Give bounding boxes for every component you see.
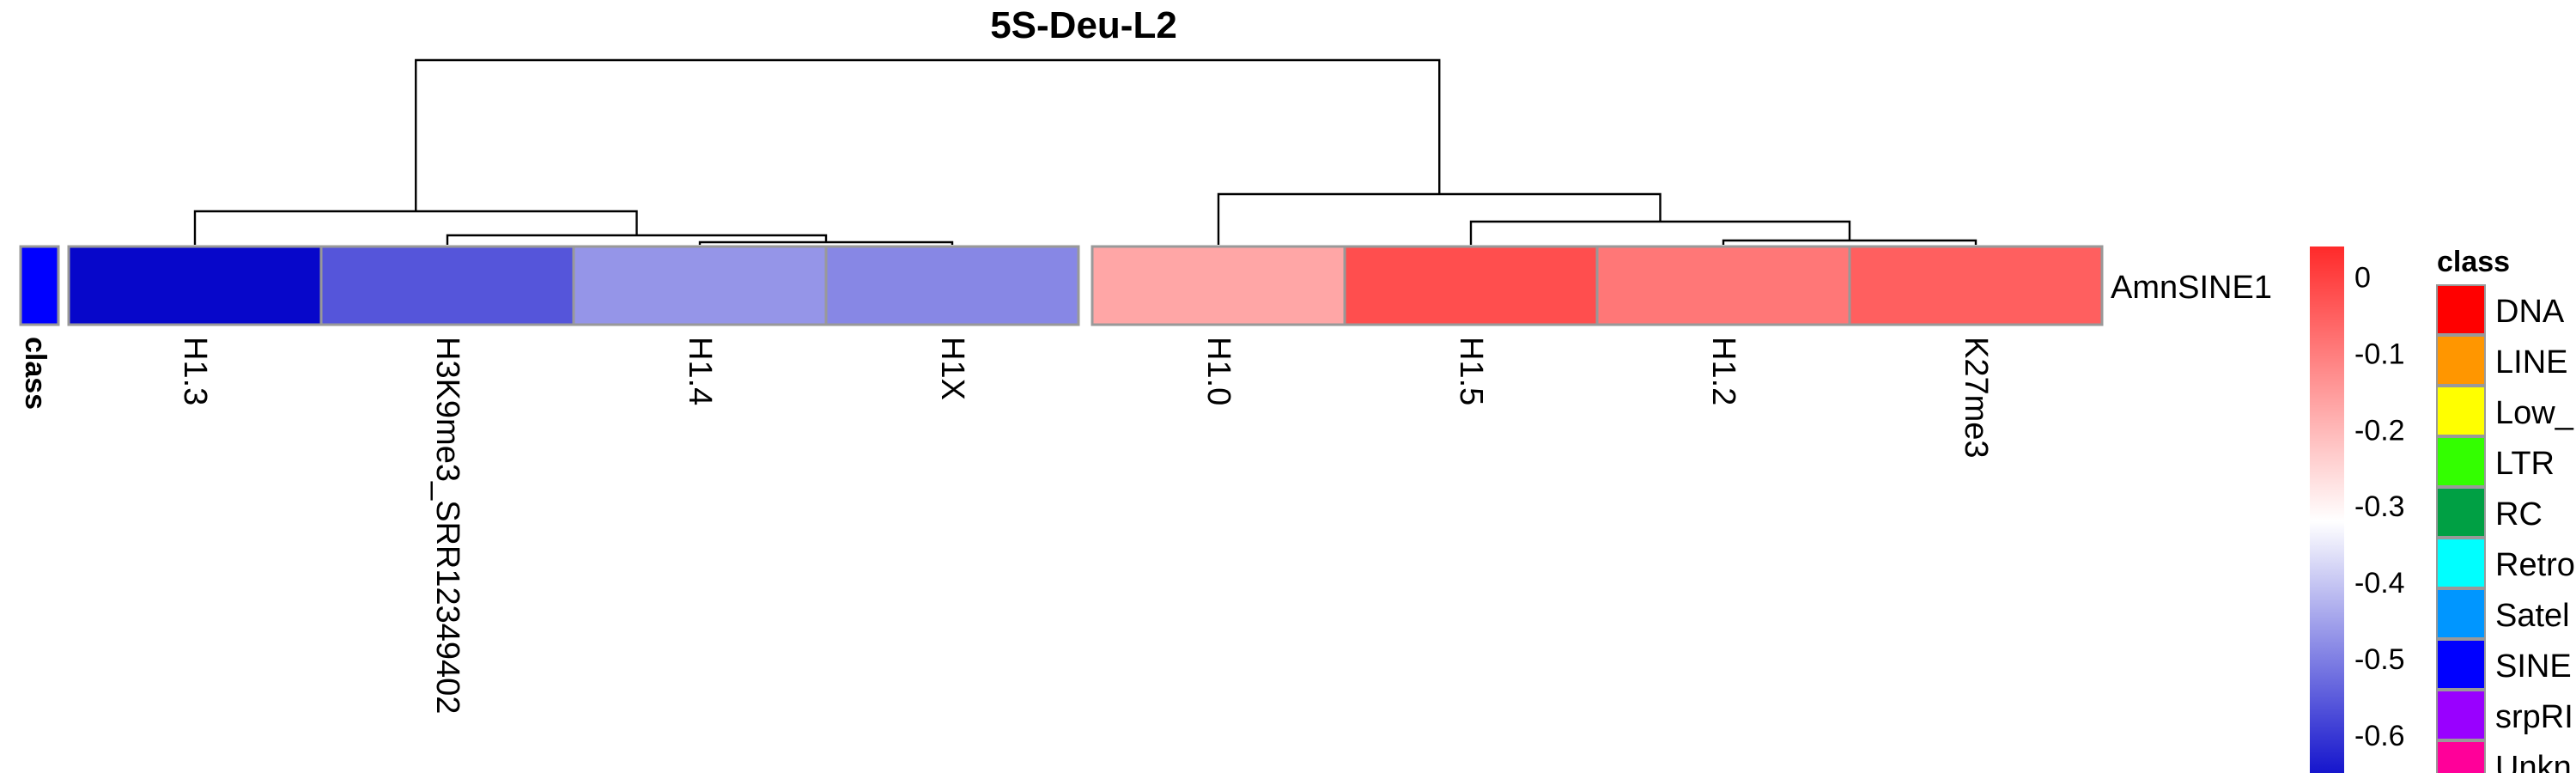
legend-label: LINE	[2495, 344, 2567, 380]
class-legend: class DNA LINE Low_ LTR RC Retro Satel SINE srpRI…	[2436, 246, 2575, 773]
annotation-cell	[19, 245, 60, 326]
column-label: H1.4	[682, 337, 718, 405]
legend-swatch	[2436, 538, 2486, 588]
dendrogram-branch	[193, 210, 638, 245]
heatmap-cell	[319, 245, 575, 326]
colorbar-tick-label: -0.4	[2354, 567, 2405, 600]
legend-swatch	[2436, 436, 2486, 487]
legend-label: Satel	[2495, 598, 2570, 634]
legend-label: Unkn	[2495, 750, 2572, 773]
legend-swatch	[2436, 690, 2486, 740]
class-annotation: class	[19, 245, 60, 410]
legend-swatch	[2436, 639, 2486, 690]
colorbar-tick-label: -0.5	[2354, 643, 2405, 676]
column-label: H1.0	[1200, 337, 1236, 405]
legend-swatch	[2436, 740, 2486, 773]
heatmap-cell	[824, 245, 1080, 326]
column-label: H1.3	[177, 337, 213, 405]
legend-swatch	[2436, 487, 2486, 538]
legend-title: class	[2437, 246, 2510, 278]
colorbar-tick-label: -0.2	[2354, 414, 2405, 447]
dendrogram-branch	[1217, 192, 1662, 245]
dendrogram-branch	[446, 234, 828, 245]
column-label: H1.5	[1453, 337, 1489, 405]
legend-swatch	[2436, 284, 2486, 335]
heatmap-cell	[1091, 245, 1346, 326]
dendrogram-branch	[415, 58, 1441, 211]
heatmap-cell	[67, 245, 323, 326]
heatmap-body	[67, 245, 2104, 326]
colorbar	[2310, 247, 2344, 773]
legend-swatch	[2436, 386, 2486, 436]
chart-title: 5S-Deu-L2	[990, 4, 1177, 46]
colorbar-tick-label: -0.1	[2354, 338, 2405, 370]
row-label: AmnSINE1	[2111, 270, 2272, 306]
dendrogram-branch	[698, 240, 954, 245]
colorbar-tick-label: -0.3	[2354, 490, 2405, 523]
colorbar-tick-label: -0.6	[2354, 720, 2405, 752]
legend-swatch	[2436, 335, 2486, 386]
colorbar-tick-label: 0	[2354, 262, 2371, 295]
column-label: H1X	[934, 337, 970, 400]
column-label: H3K9me3_SRR12349402	[429, 337, 465, 714]
legend-label: DNA	[2495, 294, 2565, 330]
column-label: K27me3	[1958, 337, 1994, 459]
heatmap-cell	[572, 245, 828, 326]
dendrogram-branch	[1722, 239, 1978, 245]
column-dendrogram	[193, 58, 1978, 245]
colorbar-legend: 0 -0.1 -0.2 -0.3 -0.4 -0.5 -0.6	[2310, 247, 2405, 773]
column-labels: H1.3 H3K9me3_SRR12349402 H1.4 H1X H1.0 H1.5 H1…	[177, 337, 1994, 714]
heatmap-cell	[1595, 245, 1851, 326]
legend-label: SINE	[2495, 648, 2572, 685]
legend-label: srpRI	[2495, 699, 2573, 735]
heatmap-cell	[1848, 245, 2104, 326]
legend-label: RC	[2495, 496, 2543, 533]
legend-label: LTR	[2495, 446, 2555, 482]
annotation-label: class	[19, 337, 52, 410]
heatmap-cell	[1343, 245, 1599, 326]
legend-swatch	[2436, 588, 2486, 639]
legend-label: Low_	[2495, 395, 2574, 431]
column-label: H1.2	[1705, 337, 1741, 405]
legend-label: Retro	[2495, 547, 2575, 583]
